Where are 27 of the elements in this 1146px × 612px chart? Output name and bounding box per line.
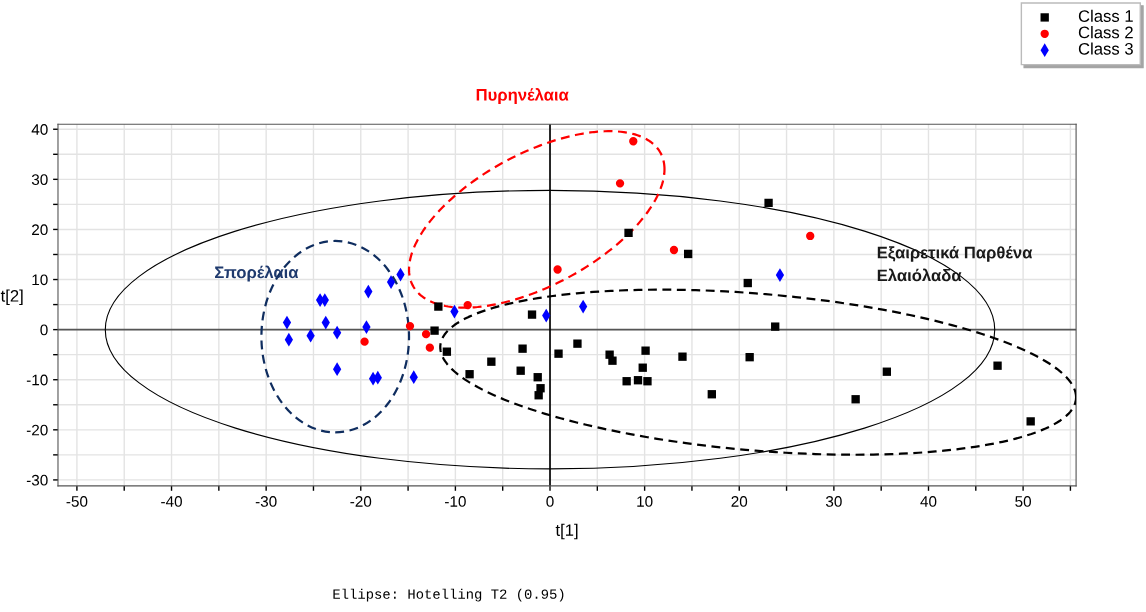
y-tick-label: 30 <box>31 174 48 186</box>
x-tick-label: 20 <box>731 496 748 507</box>
y-tick-label: 20 <box>32 224 48 236</box>
x-tick-label: 10 <box>637 496 653 507</box>
y-tick-label: -10 <box>26 374 48 386</box>
x-tick-label: -10 <box>445 496 466 507</box>
y-tick-label: 40 <box>31 124 48 135</box>
annotation: Σπορέλαια <box>215 265 299 282</box>
text: Ellipse: Hotelling T2 (0.95) <box>333 588 564 602</box>
x-tick-label: 50 <box>1015 496 1032 507</box>
y-tick-label: -20 <box>26 424 48 436</box>
y-tick-label: -30 <box>26 474 48 486</box>
legend-label: Class 1 <box>1078 9 1133 22</box>
text: Πυρηνέλαια <box>476 88 569 105</box>
x-tick-label: 40 <box>920 496 937 507</box>
x-axis-title: t[1] <box>555 523 578 540</box>
y-tick-label: 0 <box>40 324 48 336</box>
y-axis-title: t[2] <box>0 289 23 306</box>
x-tick-label: 0 <box>546 496 554 507</box>
x-tick-label: -50 <box>66 496 88 507</box>
x-tick-label: 30 <box>825 496 842 507</box>
y-tick-label: 10 <box>32 274 48 286</box>
legend-label: Class 2 <box>1078 26 1133 39</box>
x-tick-label: -30 <box>255 496 277 507</box>
x-tick-label: -40 <box>161 496 182 507</box>
legend-label: Class 3 <box>1078 42 1133 55</box>
x-tick-label: -20 <box>350 496 372 507</box>
